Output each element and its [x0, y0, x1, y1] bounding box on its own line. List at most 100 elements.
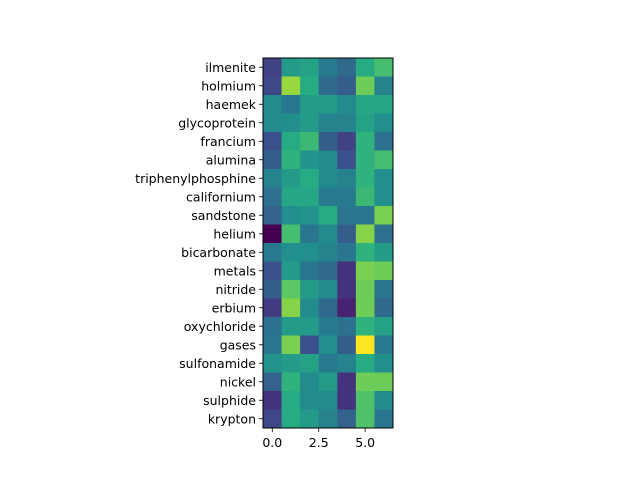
heatmap-cell	[300, 391, 320, 410]
heatmap-cell	[337, 298, 357, 318]
heatmap-cell	[355, 132, 375, 151]
y-tick-label: gases	[220, 337, 256, 352]
heatmap-cell	[263, 261, 282, 281]
heatmap-cell	[337, 409, 357, 429]
heatmap-cell	[318, 354, 338, 373]
heatmap-cell	[355, 391, 375, 410]
heatmap-cell	[263, 335, 282, 355]
heatmap-cell	[337, 372, 357, 392]
heatmap-cell	[300, 224, 320, 244]
heatmap-cell	[281, 187, 301, 207]
heatmap-cell	[318, 335, 338, 355]
heatmap-cell	[263, 187, 282, 207]
heatmap-cell	[374, 113, 394, 133]
heatmap-cell	[263, 409, 282, 429]
y-tick-label: oxychloride	[184, 319, 257, 334]
heatmap-cell	[318, 409, 338, 429]
heatmap-cell	[318, 261, 338, 281]
heatmap-cell	[337, 261, 357, 281]
heatmap-cell	[318, 224, 338, 244]
heatmap-cell	[337, 335, 357, 355]
heatmap-cell	[374, 409, 394, 429]
heatmap-cell	[374, 372, 394, 392]
x-tick-label: 2.5	[309, 435, 329, 450]
x-tick-label: 5.0	[355, 435, 375, 450]
heatmap-cell	[374, 76, 394, 96]
heatmap-cell	[318, 76, 338, 96]
heatmap-cell	[374, 95, 394, 114]
heatmap-cell	[300, 354, 320, 373]
heatmap-cell	[374, 58, 394, 77]
y-tick-label: erbium	[212, 300, 256, 315]
heatmap-cell	[318, 317, 338, 336]
heatmap-cell	[374, 224, 394, 244]
heatmap-cell	[300, 187, 320, 207]
heatmap-cell	[300, 298, 320, 318]
heatmap-cell	[263, 354, 282, 373]
y-tick-label: krypton	[208, 411, 256, 426]
heatmap-cell	[318, 298, 338, 318]
heatmap-cell	[374, 132, 394, 151]
heatmap-cell	[318, 150, 338, 170]
y-tick-label: francium	[200, 134, 256, 149]
heatmap-cell	[281, 243, 301, 262]
heatmap-cell	[263, 206, 282, 225]
y-tick-label: alumina	[206, 152, 256, 167]
heatmap-cell	[281, 76, 301, 96]
heatmap-cell	[281, 317, 301, 336]
heatmap-cell	[263, 280, 282, 299]
heatmap-cell	[355, 243, 375, 262]
heatmap-cell	[318, 58, 338, 77]
heatmap-cell	[318, 372, 338, 392]
heatmap-cell	[300, 317, 320, 336]
heatmap-cell	[263, 169, 282, 188]
y-tick-label: triphenylphosphine	[135, 171, 256, 186]
heatmap-cell	[300, 150, 320, 170]
x-axis: 0.0 2.5 5.0	[262, 428, 375, 450]
heatmap-cell	[263, 372, 282, 392]
heatmap-cell	[281, 206, 301, 225]
y-tick-label: metals	[214, 263, 256, 278]
heatmap-cell	[281, 224, 301, 244]
heatmap-cell	[355, 354, 375, 373]
heatmap-cell	[374, 280, 394, 299]
heatmap-cell	[300, 58, 320, 77]
heatmap-cell	[281, 354, 301, 373]
heatmap-cell	[355, 187, 375, 207]
heatmap-cell	[374, 243, 394, 262]
heatmap-cell	[281, 391, 301, 410]
heatmap-cell	[337, 187, 357, 207]
heatmap-cell	[318, 187, 338, 207]
heatmap-cell	[281, 409, 301, 429]
heatmap-cell	[355, 317, 375, 336]
heatmap-cell	[374, 354, 394, 373]
heatmap-cell	[337, 206, 357, 225]
heatmap-cell	[300, 132, 320, 151]
y-tick-label: sandstone	[191, 208, 256, 223]
heatmap-cell	[281, 113, 301, 133]
heatmap-cell	[355, 206, 375, 225]
heatmap-cell	[300, 261, 320, 281]
heatmap-cell	[318, 243, 338, 262]
y-axis: ilmenite holmium haemek glycoprotein franciu…	[135, 60, 263, 426]
heatmap-cell	[374, 169, 394, 188]
y-tick-label: sulfonamide	[179, 356, 256, 371]
heatmap-cell	[337, 76, 357, 96]
heatmap-cell	[281, 169, 301, 188]
heatmap-cell	[374, 298, 394, 318]
heatmap-cell	[281, 132, 301, 151]
heatmap-cell	[263, 317, 282, 336]
heatmap-cell	[263, 243, 282, 262]
y-tick-label: nickel	[220, 374, 256, 389]
heatmap-cell	[374, 206, 394, 225]
heatmap-cell	[263, 58, 282, 77]
y-tick-label: nitride	[215, 282, 256, 297]
heatmap-cell	[337, 58, 357, 77]
x-tick-label: 0.0	[262, 435, 282, 450]
heatmap-cell	[355, 335, 375, 355]
heatmap-cell	[374, 317, 394, 336]
heatmap-cell	[281, 280, 301, 299]
heatmap-cell	[374, 150, 394, 170]
heatmap-cell	[263, 113, 282, 133]
